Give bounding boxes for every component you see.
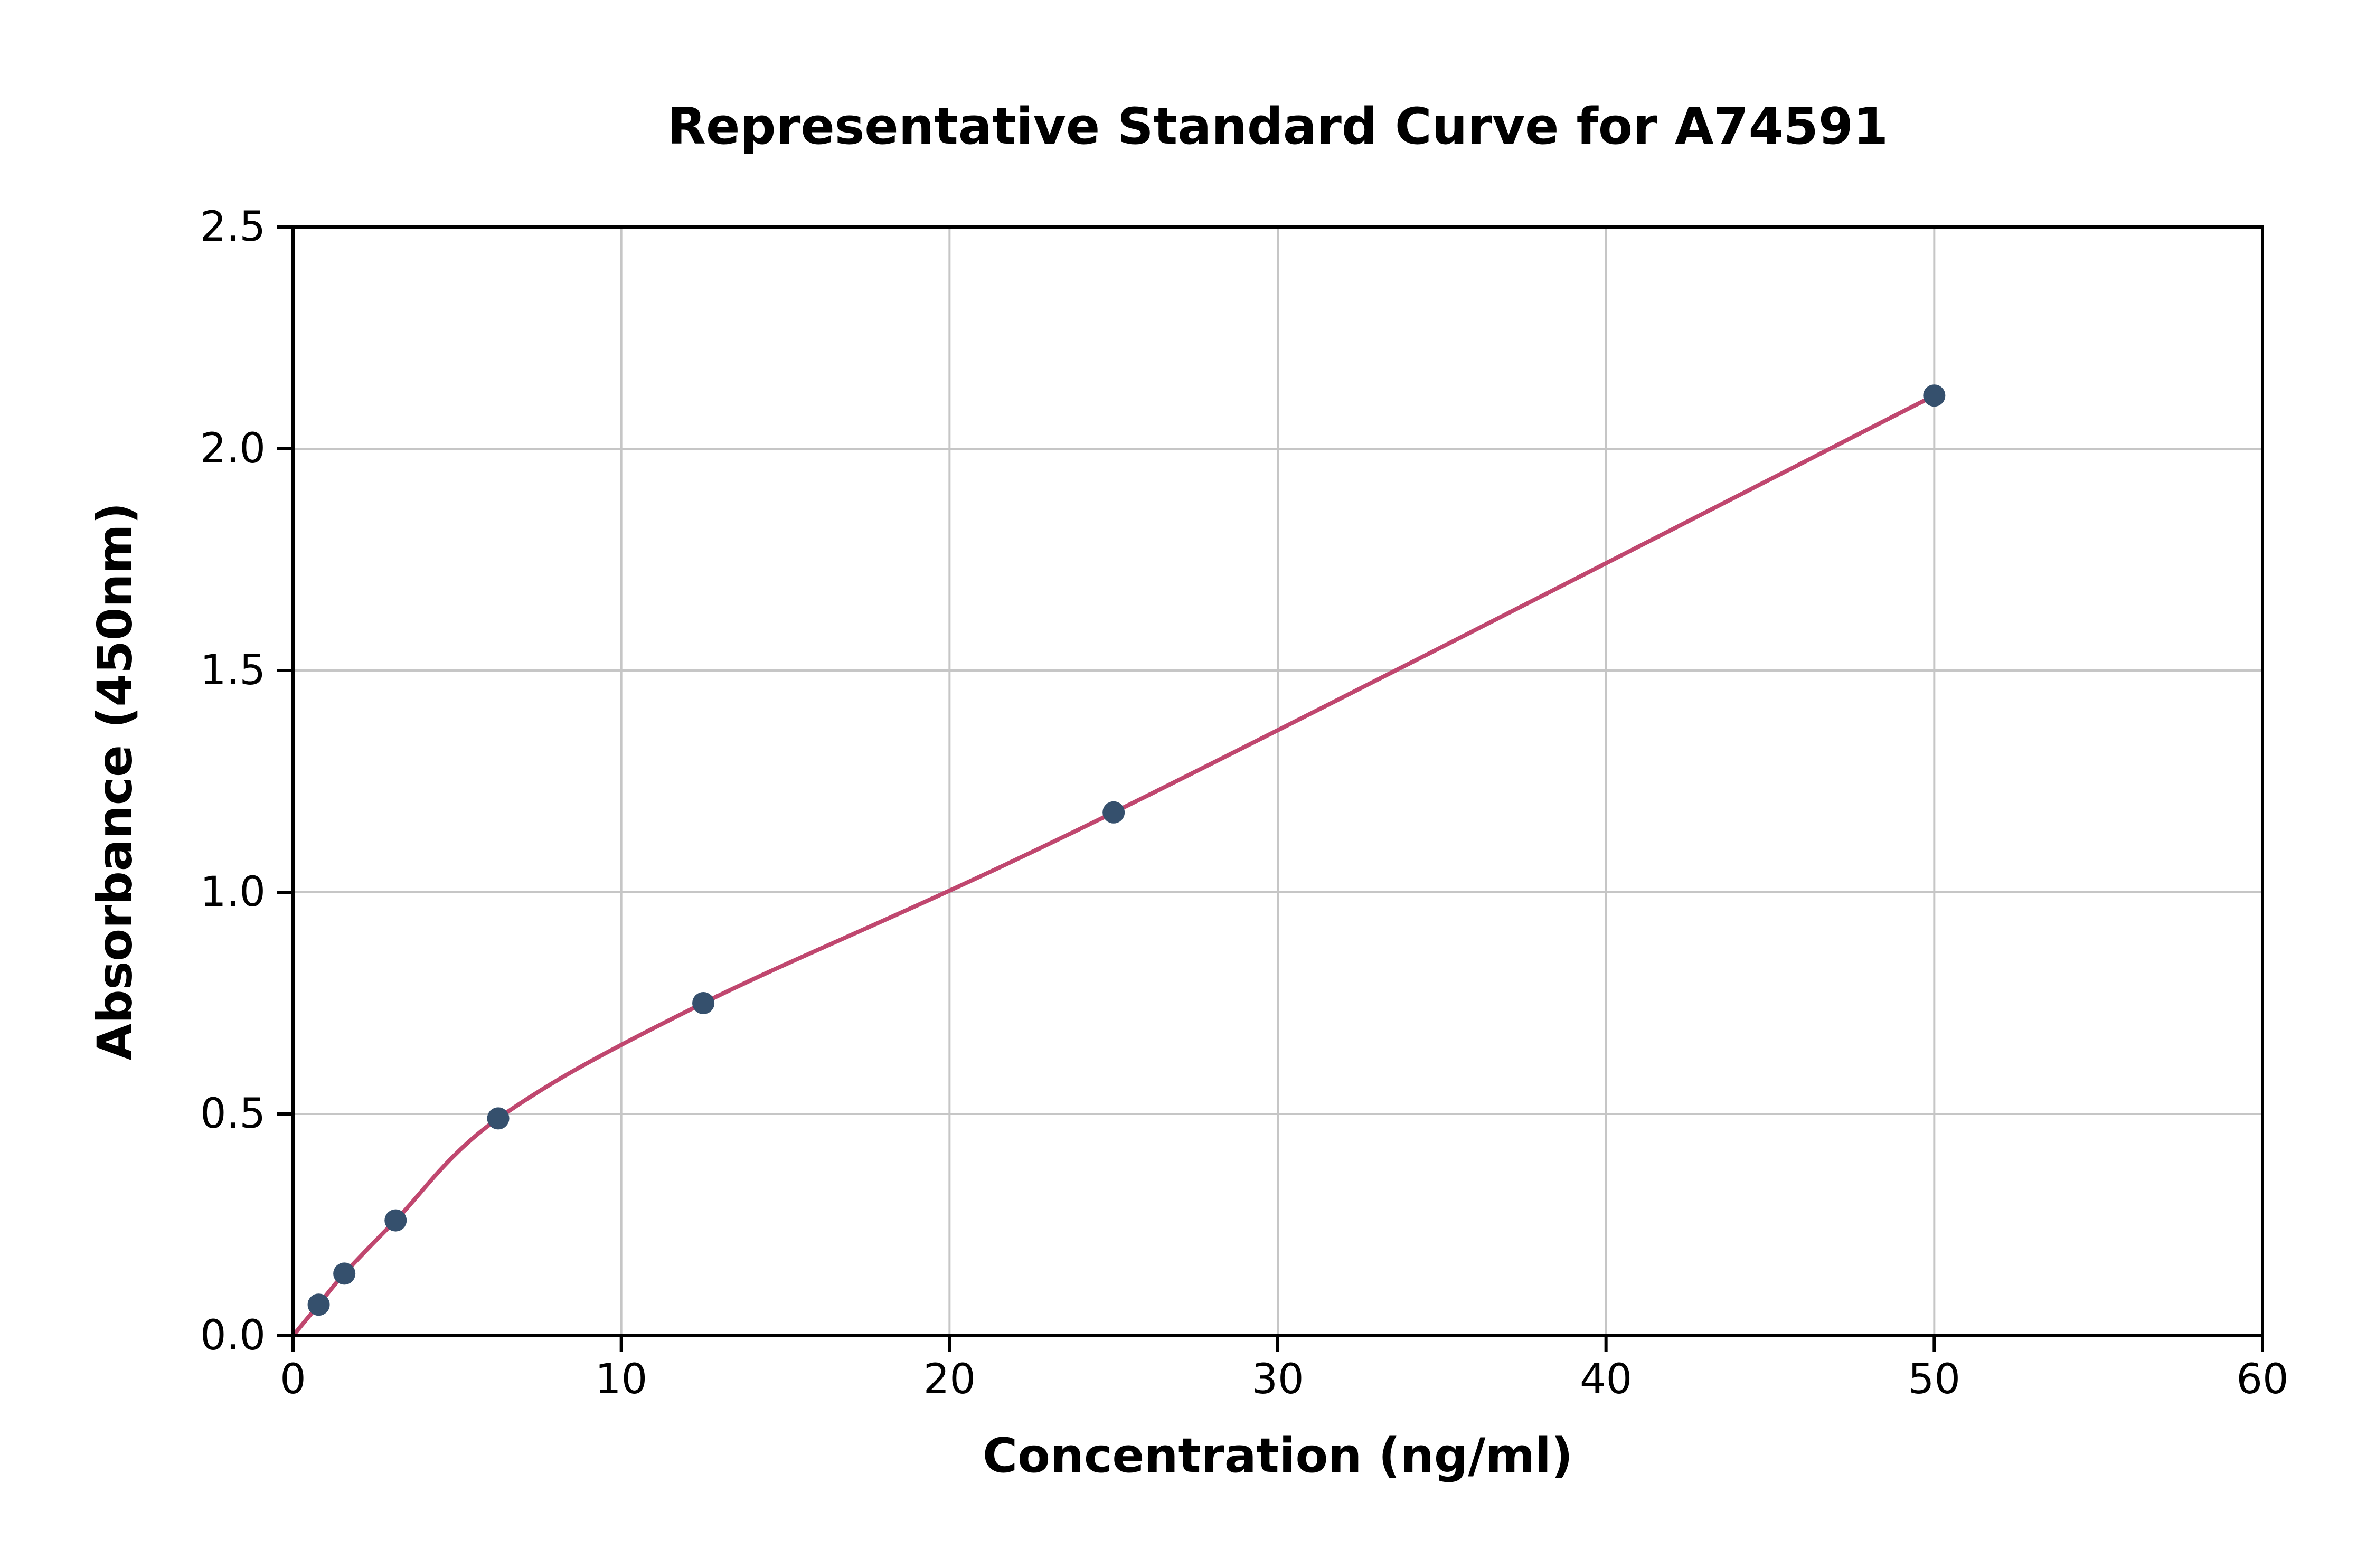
x-tick-label: 60 [2236,1356,2288,1403]
grid-lines [292,226,2264,1337]
y-axis-label: Absorbance (450nm) [87,502,143,1061]
y-tick-label: 0.0 [200,1312,266,1359]
data-points [307,384,1946,1316]
x-tick-label: 40 [1580,1356,1632,1403]
fit-curve [291,393,1937,1338]
data-point [384,1209,407,1232]
y-tick-label: 1.5 [200,647,266,694]
x-axis-label: Concentration (ng/ml) [983,1428,1573,1484]
data-point [307,1293,330,1316]
data-point [692,992,715,1014]
x-tick-label: 10 [595,1356,647,1403]
x-tick-label: 0 [280,1356,306,1403]
y-tick-label: 2.0 [200,425,266,473]
tick-marks [277,225,2264,1352]
chart-title: Representative Standard Curve for A74591 [667,98,1889,156]
y-tick-label: 1.0 [200,868,266,916]
x-tick-labels: 0 10 20 30 40 50 60 [280,1356,2288,1403]
x-tick-label: 50 [1908,1356,1960,1403]
data-point [1102,801,1125,824]
x-tick-label: 20 [923,1356,976,1403]
x-tick-label: 30 [1251,1356,1304,1403]
y-tick-labels: 0.0 0.5 1.0 1.5 2.0 2.5 [200,203,266,1359]
data-point [1923,384,1946,407]
y-tick-label: 0.5 [200,1090,266,1138]
data-point [487,1107,510,1130]
y-tick-label: 2.5 [200,203,266,251]
data-point [333,1262,356,1285]
